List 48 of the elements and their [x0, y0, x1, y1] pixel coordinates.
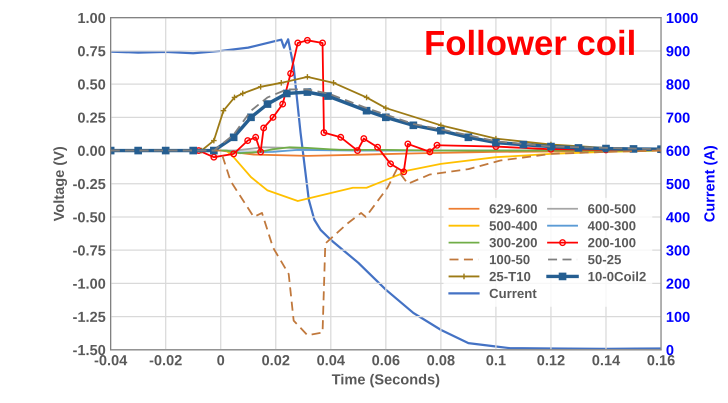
y-tick-label: -1.00 [73, 278, 106, 289]
annotation: Follower coil [426, 30, 634, 56]
x-tick-label: 0.16 [647, 355, 675, 366]
legend-label: 25-T10 [490, 272, 530, 282]
y-tick-label: -0.75 [73, 245, 106, 256]
y-tick-label: -1.50 [73, 344, 106, 356]
x-tick-label: 0.08 [427, 355, 455, 366]
legend-label: 100-50 [490, 254, 530, 264]
legend-label: 50-25 [588, 254, 621, 264]
legend-label: 300-200 [489, 238, 537, 248]
y-tick-label: 0.50 [78, 79, 106, 90]
x-tick-label: 0.14 [592, 355, 620, 366]
y2-tick-label: 100 [666, 312, 690, 322]
y2-tick-label: 700 [666, 112, 690, 123]
legend-label: 600-500 [588, 204, 636, 214]
y-tick-label: -0.25 [73, 178, 106, 190]
legend-label: 629-600 [490, 204, 537, 214]
x-tick-label: -0.02 [150, 355, 182, 366]
y2-tick-label: 200 [666, 278, 690, 289]
y-tick-label: 1.00 [78, 12, 106, 24]
x-tick-label: 0.1 [486, 355, 506, 366]
x-tick-label: 0.02 [262, 355, 290, 366]
x-tick-label: 0 [217, 355, 224, 366]
legend-label: Current [490, 288, 537, 298]
x-tick-label: 0.12 [537, 355, 565, 366]
x-axis-title: Time (Seconds) [332, 374, 440, 388]
legend-label: 400-300 [588, 221, 636, 230]
y-tick-label: 0.25 [78, 112, 106, 123]
legend-label: 200-100 [588, 238, 636, 248]
y2-tick-label: 800 [666, 79, 690, 90]
x-tick-label: 0.04 [317, 355, 345, 366]
x-tick-label: -0.04 [94, 355, 128, 366]
y2-tick-label: 600 [666, 146, 690, 156]
x-tick-label: 0.06 [372, 355, 400, 366]
y-tick-label: 0.75 [78, 46, 106, 56]
y-tick-label: -1.25 [73, 312, 106, 322]
y2-tick-label: 900 [666, 46, 690, 56]
legend-label: 500-400 [489, 221, 537, 230]
y2-tick-label: 1000 [666, 12, 698, 24]
y2-tick-label: 400 [666, 212, 690, 222]
y2-tick-label: 300 [666, 245, 690, 256]
y-tick-label: 0.00 [78, 146, 106, 156]
y-axis-title: Voltage (V) [53, 146, 68, 222]
y2-tick-label: 500 [666, 178, 690, 190]
y2-axis-title: Current (A) [704, 146, 718, 222]
y-tick-label: -0.50 [73, 212, 106, 222]
y2-tick-label: 0 [666, 344, 674, 356]
legend-label: 10-0Coil2 [588, 272, 646, 282]
